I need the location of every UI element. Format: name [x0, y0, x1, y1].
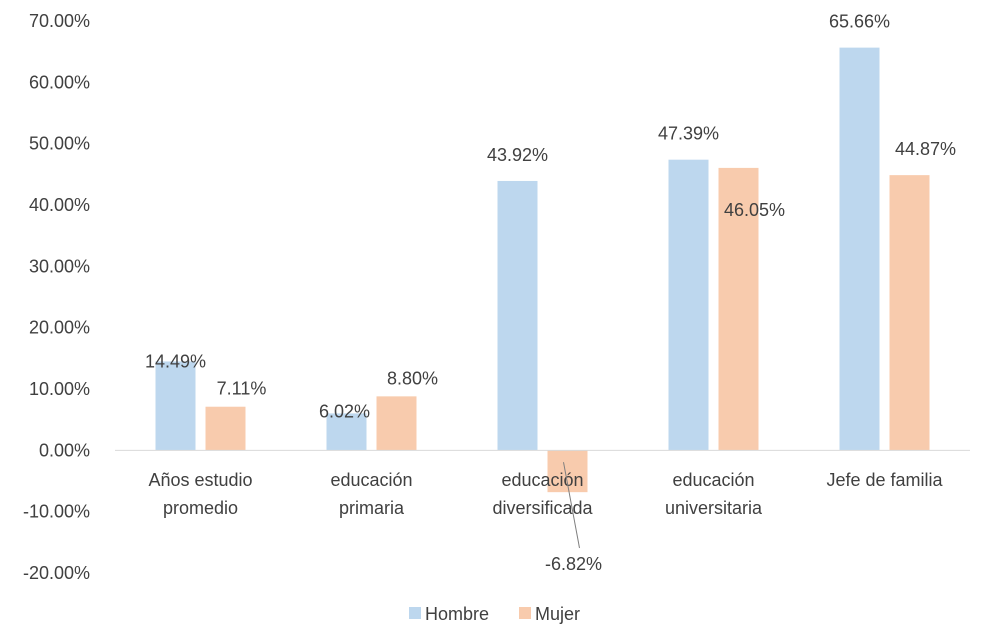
legend-swatch-hombre: [409, 607, 421, 619]
category-label: educación: [330, 470, 412, 490]
category-label: primaria: [339, 498, 405, 518]
data-label-mujer-0: 7.11%: [217, 379, 267, 399]
legend: Hombre Mujer: [409, 604, 580, 624]
bar-mujer-0: [205, 406, 246, 451]
category-label: educación: [501, 470, 583, 490]
data-label-mujer-4: 44.87%: [895, 139, 956, 159]
y-tick-label: 30.00%: [29, 256, 90, 276]
bars: [155, 47, 930, 493]
data-label-mujer-2: -6.82%: [545, 554, 602, 574]
bar-mujer-3: [718, 167, 759, 451]
y-axis-ticks: 70.00% 60.00% 50.00% 40.00% 30.00% 20.00% 10.0…: [23, 11, 90, 583]
data-label-mujer-3: 46.05%: [724, 200, 785, 220]
y-tick-label: 40.00%: [29, 195, 90, 215]
legend-swatch-mujer: [519, 607, 531, 619]
bar-hombre-2: [497, 180, 538, 451]
category-label: educación: [672, 470, 754, 490]
bar-hombre-3: [668, 159, 709, 451]
data-label-hombre-1: 6.02%: [319, 401, 370, 421]
data-label-hombre-4: 65.66%: [829, 12, 890, 32]
data-labels: 14.49% 6.02% 43.92% 47.39% 65.66% 7.11% 8.80% -…: [145, 12, 956, 574]
category-label: Años estudio: [148, 470, 252, 490]
category-labels: Años estudio promedio educación primaria edu…: [148, 470, 943, 518]
bar-hombre-0: [155, 361, 196, 451]
bar-mujer-1: [376, 396, 417, 451]
category-label: diversificada: [492, 498, 593, 518]
y-tick-label: -10.00%: [23, 502, 90, 522]
data-label-hombre-0: 14.49%: [145, 351, 206, 371]
y-tick-label: 60.00%: [29, 72, 90, 92]
category-label: Jefe de familia: [826, 470, 943, 490]
category-label: universitaria: [665, 498, 763, 518]
legend-label-mujer: Mujer: [535, 604, 580, 624]
data-label-hombre-3: 47.39%: [658, 124, 719, 144]
y-tick-label: 0.00%: [39, 440, 90, 460]
bar-hombre-1: [326, 413, 367, 451]
bar-mujer-4: [889, 175, 930, 451]
y-tick-label: 50.00%: [29, 134, 90, 154]
y-tick-label: -20.00%: [23, 563, 90, 583]
y-tick-label: 70.00%: [29, 11, 90, 31]
legend-label-hombre: Hombre: [425, 604, 489, 624]
leader-line: [563, 462, 580, 549]
data-label-hombre-2: 43.92%: [487, 145, 548, 165]
y-tick-label: 10.00%: [29, 379, 90, 399]
bar-hombre-4: [839, 47, 880, 451]
y-tick-label: 20.00%: [29, 318, 90, 338]
data-label-mujer-1: 8.80%: [387, 368, 438, 388]
category-label: promedio: [163, 498, 238, 518]
